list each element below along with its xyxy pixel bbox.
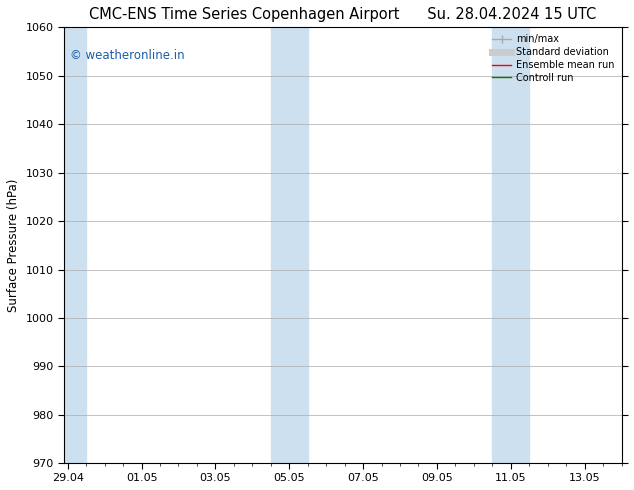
- Title: CMC-ENS Time Series Copenhagen Airport      Su. 28.04.2024 15 UTC: CMC-ENS Time Series Copenhagen Airport S…: [89, 7, 597, 22]
- Bar: [492, 27, 529, 464]
- Text: © weatheronline.in: © weatheronline.in: [70, 49, 184, 62]
- Bar: [64, 27, 86, 464]
- Bar: [271, 27, 307, 464]
- Y-axis label: Surface Pressure (hPa): Surface Pressure (hPa): [7, 179, 20, 312]
- Legend: min/max, Standard deviation, Ensemble mean run, Controll run: min/max, Standard deviation, Ensemble me…: [488, 30, 619, 87]
